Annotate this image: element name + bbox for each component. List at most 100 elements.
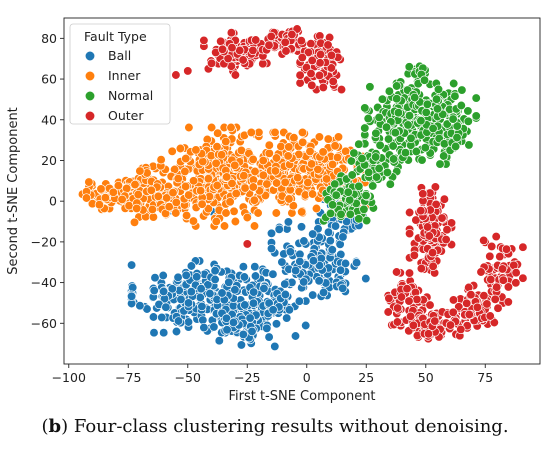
legend-marker [84,90,96,102]
data-point [268,269,278,279]
data-point [421,107,431,118]
data-point [503,297,513,307]
data-point [186,261,197,271]
data-point [360,103,370,113]
data-point [283,217,294,227]
series-normal [319,61,481,226]
data-point [296,222,307,232]
data-point [221,208,231,218]
data-point [464,140,474,150]
data-point [133,189,143,200]
data-point [219,221,230,231]
data-point [301,320,311,331]
data-point [325,236,335,246]
data-point [249,195,259,205]
data-point [404,207,415,218]
data-point [122,183,132,194]
x-tick-label: −25 [234,370,260,385]
caption-text: Four-class clustering results without de… [73,416,509,437]
data-point [327,200,338,210]
data-point [213,128,223,138]
series-ball [126,178,374,352]
data-point [130,179,140,190]
data-point [388,141,398,151]
data-point [343,187,353,197]
data-point [132,203,142,214]
data-point [392,303,403,313]
data-point [361,190,371,201]
data-point [210,266,220,276]
data-point [84,177,94,187]
data-point [248,182,258,192]
data-point [330,179,340,189]
data-point [511,268,521,278]
data-point [492,282,502,292]
data-point [318,147,328,157]
data-point [264,298,274,308]
data-point [126,291,137,301]
data-point [96,184,106,194]
data-point [430,316,440,326]
data-point [388,154,399,164]
data-point [375,140,385,150]
data-point [271,208,281,218]
legend-label: Normal [108,88,153,103]
data-point [266,31,276,42]
data-point [390,128,400,138]
data-point [327,159,338,170]
data-point [404,296,414,306]
data-point [311,203,322,214]
data-point [298,137,308,147]
legend-label: Ball [108,48,131,63]
data-point [280,37,290,47]
data-point [382,167,393,178]
data-point [226,122,236,133]
data-point [313,164,323,175]
data-point [284,142,294,152]
data-point [203,204,214,214]
data-point [203,174,214,184]
x-tick-label: −75 [115,370,141,385]
data-point [290,265,301,276]
data-point [307,55,317,66]
data-point [479,291,489,301]
data-point [471,111,481,121]
data-point [216,36,226,46]
data-point [456,100,466,111]
data-point [354,139,364,149]
y-tick-label: 80 [41,31,57,46]
data-point [249,221,260,231]
data-point [462,298,472,308]
data-point [351,258,362,268]
data-point [307,80,317,90]
data-point [359,204,369,214]
data-point [518,242,528,252]
data-point [457,85,467,95]
data-point [308,229,318,239]
data-point [392,94,402,104]
data-point [258,170,268,180]
data-point [490,294,500,304]
data-point [284,194,294,204]
data-point [303,47,314,58]
data-point [448,114,458,124]
data-point [295,256,305,267]
data-point [448,307,458,317]
legend-marker [84,70,96,82]
data-point [445,320,456,330]
data-point [450,141,461,152]
data-point [230,285,240,295]
data-point [280,177,290,187]
data-point [135,301,145,311]
data-point [297,52,307,63]
data-point [223,53,233,64]
data-point [323,134,333,144]
data-point [410,92,420,103]
data-point [276,141,286,152]
data-point [450,91,460,101]
data-point [327,245,337,255]
data-point [117,194,127,205]
data-point [148,312,159,322]
data-point [171,326,182,337]
data-point [192,272,202,282]
